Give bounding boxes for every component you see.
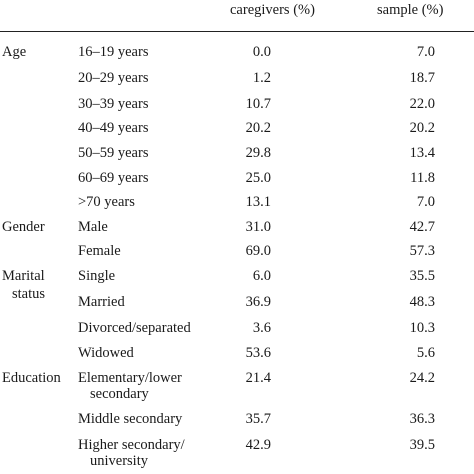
cell-caregivers: 31.0	[245, 219, 271, 235]
row-label: 16–19 years	[78, 44, 149, 60]
cell-sample: 36.3	[409, 411, 435, 427]
cell-caregivers: 1.2	[252, 70, 271, 86]
row-label: Married	[78, 294, 125, 310]
cell-caregivers: 25.0	[245, 170, 271, 186]
cell-sample: 22.0	[409, 96, 435, 112]
column-header-caregivers: caregivers (%)	[230, 2, 315, 18]
category-marital-status: Marital	[2, 268, 45, 284]
cell-sample: 18.7	[409, 70, 435, 86]
cell-caregivers: 3.6	[252, 320, 271, 336]
cell-caregivers: 42.9	[245, 437, 271, 453]
cell-sample: 13.4	[409, 145, 435, 161]
cell-caregivers: 6.0	[252, 268, 271, 284]
row-label: >70 years	[78, 194, 135, 210]
cell-sample: 20.2	[409, 120, 435, 136]
cell-caregivers: 36.9	[245, 294, 271, 310]
row-label: Male	[78, 219, 108, 235]
row-label: Widowed	[78, 345, 134, 361]
row-label: Single	[78, 268, 116, 284]
row-label-line2: secondary	[90, 386, 149, 402]
cell-sample: 7.0	[416, 194, 435, 210]
cell-sample: 48.3	[409, 294, 435, 310]
column-header-sample: sample (%)	[377, 2, 444, 18]
cell-sample: 42.7	[409, 219, 435, 235]
cell-caregivers: 53.6	[245, 345, 271, 361]
category-education: Education	[2, 370, 61, 386]
cell-caregivers: 0.0	[252, 44, 271, 60]
row-label: Divorced/separated	[78, 320, 191, 336]
row-label: Female	[78, 243, 121, 259]
row-label: Higher secondary/	[78, 437, 185, 453]
cell-sample: 10.3	[409, 320, 435, 336]
cell-caregivers: 13.1	[245, 194, 271, 210]
cell-sample: 57.3	[409, 243, 435, 259]
cell-sample: 7.0	[416, 44, 435, 60]
row-label-line2: university	[90, 453, 148, 469]
cell-caregivers: 35.7	[245, 411, 271, 427]
row-label: Middle secondary	[78, 411, 183, 427]
cell-sample: 39.5	[409, 437, 435, 453]
row-label: 60–69 years	[78, 170, 149, 186]
row-label: 20–29 years	[78, 70, 149, 86]
row-label: Elementary/lower	[78, 370, 182, 386]
header-rule	[0, 31, 474, 32]
category-age: Age	[2, 44, 27, 60]
row-label: 50–59 years	[78, 145, 149, 161]
cell-caregivers: 29.8	[245, 145, 271, 161]
cell-sample: 5.6	[416, 345, 435, 361]
cell-caregivers: 20.2	[245, 120, 271, 136]
cell-caregivers: 10.7	[245, 96, 271, 112]
cell-sample: 35.5	[409, 268, 435, 284]
category-marital-status-line2: status	[12, 286, 46, 302]
cell-sample: 11.8	[410, 170, 435, 186]
category-gender: Gender	[2, 219, 45, 235]
cell-sample: 24.2	[409, 370, 435, 386]
row-label: 30–39 years	[78, 96, 149, 112]
row-label: 40–49 years	[78, 120, 149, 136]
cell-caregivers: 69.0	[245, 243, 271, 259]
cell-caregivers: 21.4	[245, 370, 271, 386]
